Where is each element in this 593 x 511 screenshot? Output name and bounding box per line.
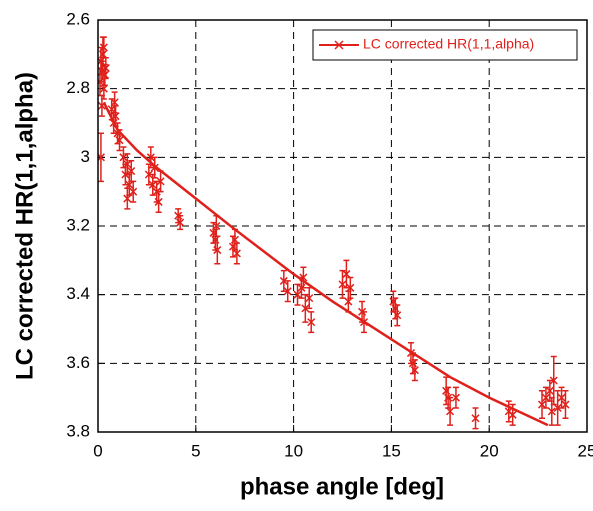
point [101,64,110,73]
point [232,249,241,258]
point [123,160,132,169]
point [127,167,136,176]
y-tick-label: 3.4 [66,284,90,303]
point [393,311,402,320]
point [545,386,554,395]
point [119,153,128,162]
plot-frame [97,19,588,433]
x-tick-label: 0 [93,441,102,460]
point [110,98,119,107]
legend-marker [334,40,344,50]
point [553,403,562,412]
point [446,407,455,416]
point [144,170,153,179]
point [123,194,132,203]
point [561,400,570,409]
x-tick-label: 25 [578,441,593,460]
point [111,112,120,121]
point [471,414,480,423]
point [305,294,314,303]
point [338,280,347,289]
point [307,318,316,327]
y-tick-label: 2.8 [66,78,90,97]
point [213,246,222,255]
x-tick-label: 15 [382,441,401,460]
point [150,163,159,172]
point [279,276,288,285]
point [549,376,558,385]
point [154,197,163,206]
point [537,400,547,409]
point [342,270,351,279]
point [156,177,165,186]
point [125,180,134,189]
y-tick-label: 3.8 [66,421,90,440]
point [359,318,369,327]
point [176,218,185,227]
y-tick-label: 3.2 [66,215,90,234]
x-axis-title: phase angle [deg] [240,473,444,500]
point [344,297,353,306]
point [98,50,107,59]
y-tick-label: 2.6 [66,9,90,28]
y-tick-label: 3.6 [66,353,90,372]
point [115,136,124,145]
fit-line [102,101,549,427]
point [301,304,310,313]
point [541,393,550,402]
point [99,84,108,93]
point [283,287,292,296]
point [346,283,355,292]
point [410,366,419,375]
point [451,393,460,402]
point [508,410,517,419]
point [100,70,109,79]
x-tick-label: 5 [191,441,200,460]
point [98,101,106,110]
point [547,407,556,416]
point [230,235,239,244]
point [148,180,157,189]
y-tick-label: 3 [81,147,90,166]
point [299,273,308,282]
point [129,187,138,196]
y-axis-title: LC corrected HR(1,1,alpha) [11,72,38,380]
point [146,153,155,162]
legend-label: LC corrected HR(1,1,alpha) [363,36,534,52]
x-tick-label: 10 [284,441,303,460]
point [212,221,221,231]
x-tick-label: 20 [480,441,499,460]
plot [98,36,570,430]
point [293,290,302,299]
point [99,43,108,52]
point [557,393,566,402]
